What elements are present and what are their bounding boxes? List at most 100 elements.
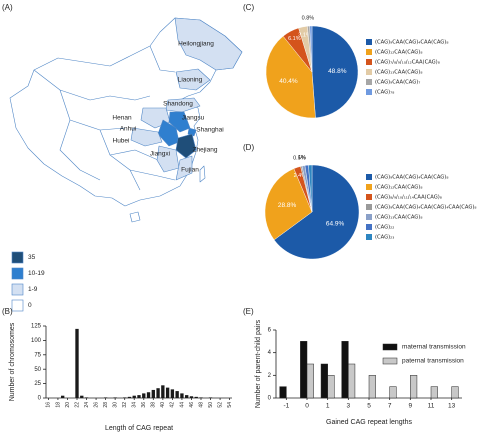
y-tick-label: 50 (34, 367, 41, 373)
value-label: 6.1% (288, 36, 301, 42)
map-heilongjiang (174, 17, 243, 71)
bar (430, 386, 438, 399)
bar (156, 388, 160, 398)
region-label: Heilongjiang (178, 41, 214, 48)
value-label: 28.8% (278, 202, 297, 209)
bar (127, 396, 132, 398)
legend-label: maternal transmission (402, 344, 466, 351)
legend-swatch (382, 357, 398, 365)
x-tick-label: -1 (283, 403, 289, 410)
y-tick-label: 4 (268, 350, 272, 356)
map-inner-lines (33, 45, 176, 191)
y-tick-label: 100 (31, 338, 42, 344)
x-tick-label: 30 (112, 402, 118, 408)
legend-label: (CAG)₉CAA(CAG)₇ (375, 80, 420, 86)
region-label: Zhejiang (193, 147, 218, 154)
map-shanghai (187, 127, 197, 137)
x-tick-label: 18 (55, 402, 61, 408)
bar (103, 397, 108, 398)
legend-label: 0 (28, 302, 32, 309)
bar (389, 386, 397, 399)
legend-swatch (11, 283, 24, 296)
bar (348, 363, 356, 399)
bar (151, 389, 155, 398)
x-tick-label: 44 (179, 402, 185, 408)
region-label: Jiangxi (150, 151, 170, 158)
bar (142, 393, 146, 398)
panel-label: (B) (2, 307, 13, 316)
legend-swatch (366, 79, 372, 85)
region-label: Fujian (181, 167, 199, 174)
x-tick-label: 16 (46, 402, 52, 408)
legend-swatch (366, 174, 372, 180)
x-tick-label: 40 (160, 402, 166, 408)
legend-label: (CAG)₁₂CAA(CAG)₈ (375, 185, 422, 191)
region-label: Henan (112, 115, 132, 122)
value-label: 2.4% (294, 173, 307, 179)
bar (368, 375, 376, 399)
value-label: 40.4% (279, 78, 298, 85)
x-tick-label: 13 (448, 403, 456, 410)
legend-label: (CAG)₂₂ (375, 225, 394, 231)
y-axis-label: Number of chromosomes (9, 322, 16, 401)
x-tick-label: 36 (141, 402, 147, 408)
map-jiangsu (168, 111, 191, 133)
legend-label: 10-19 (28, 270, 45, 277)
bar (300, 341, 308, 399)
bar (165, 387, 170, 398)
bar (410, 375, 418, 399)
panel-label: (D) (243, 143, 254, 152)
x-tick-label: 3 (347, 403, 351, 410)
legend-label: (CAG)₁₃CAA(CAG)₈ (375, 70, 422, 76)
china-map (9, 17, 243, 223)
x-tick-label: 34 (132, 402, 138, 408)
value-label: 48.8% (328, 68, 347, 75)
bar (451, 386, 459, 399)
pie-slice (309, 25, 313, 73)
bar (208, 397, 213, 398)
legend-swatch (366, 194, 372, 200)
map-anhui (157, 119, 180, 147)
legend-swatch (366, 184, 372, 190)
map-taiwan (199, 165, 206, 183)
x-tick-label: 5 (367, 403, 371, 410)
x-tick-label: 0 (305, 403, 309, 410)
x-tick-label: 28 (103, 402, 109, 408)
y-tick-label: 0 (268, 396, 272, 402)
bar (84, 397, 89, 398)
legend-swatch (11, 299, 24, 312)
y-tick-label: 25 (34, 381, 41, 387)
panel-label: (E) (243, 307, 254, 316)
bar (61, 395, 65, 398)
legend-swatch (366, 89, 372, 95)
legend-swatch (366, 214, 372, 220)
x-tick-label: 42 (170, 402, 176, 408)
legend-label: paternal transmission (402, 358, 464, 365)
y-tick-label: 75 (34, 352, 41, 358)
legend-label: (CAG)₁₂CAA(CAG)₈ (375, 50, 422, 56)
legend-swatch (11, 251, 24, 264)
x-tick-label: 24 (84, 402, 90, 408)
value-label: 0.8% (302, 15, 315, 21)
region-label: Anhui (120, 126, 137, 133)
legend-swatch (366, 49, 372, 55)
bar (180, 393, 184, 398)
value-label: 0.5% (293, 155, 306, 161)
x-tick-label: 46 (189, 402, 195, 408)
x-tick-label: 48 (198, 402, 204, 408)
bar (80, 395, 84, 398)
bar (279, 386, 287, 399)
x-tick-label: 9 (409, 403, 413, 410)
x-tick-label: 52 (217, 402, 223, 408)
region-label: Shanghai (196, 127, 223, 134)
legend-label: (CAG)₇₈ (375, 90, 394, 96)
region-label: Jiangsu (182, 115, 205, 122)
legend-swatch (366, 234, 372, 240)
pie-slice (308, 164, 313, 213)
x-tick-label: 26 (93, 402, 99, 408)
pie-slice (273, 164, 360, 260)
bar (199, 397, 203, 398)
legend-swatch (366, 204, 372, 210)
